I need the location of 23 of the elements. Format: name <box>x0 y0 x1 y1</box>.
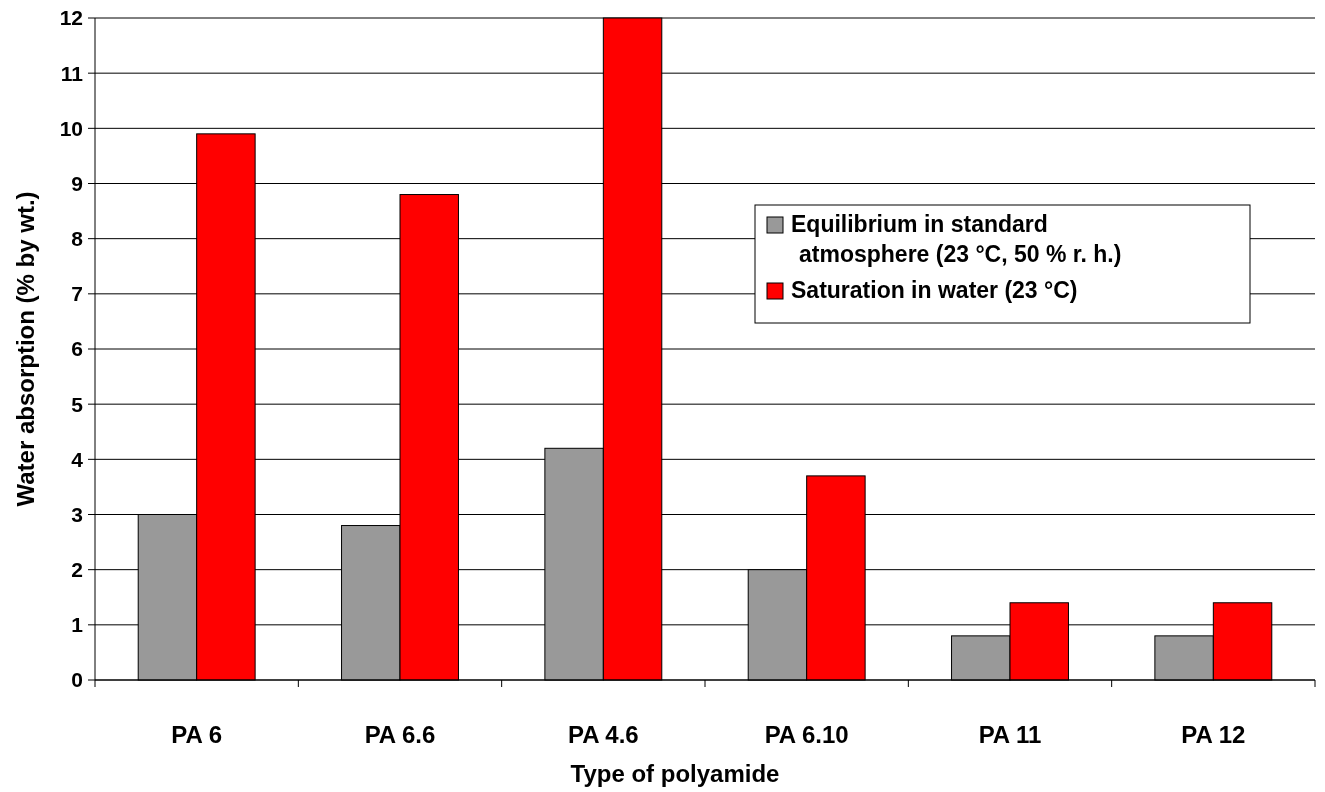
y-tick-label: 10 <box>59 116 83 140</box>
x-tick-label: PA 4.6 <box>567 721 639 748</box>
x-tick-label: PA 6.6 <box>364 721 436 748</box>
y-tick-label: 1 <box>71 613 84 637</box>
x-tick-label: PA 6 <box>171 721 223 748</box>
y-tick-label: 6 <box>71 337 83 361</box>
y-tick-label: 4 <box>71 447 84 471</box>
y-axis-title: Water absorption (% by wt.) <box>12 191 39 507</box>
y-tick-label: 5 <box>71 392 84 416</box>
x-tick-label: PA 11 <box>978 721 1042 748</box>
legend-label: Equilibrium in standard atmosphere (23 °C, 50 % r. h.) <box>791 211 1122 267</box>
x-axis-title: Type of polyamide <box>570 760 780 787</box>
y-tick-label: 8 <box>71 227 84 251</box>
y-tick-label: 12 <box>59 6 83 30</box>
y-tick-label: 0 <box>71 668 83 692</box>
y-tick-label: 9 <box>71 171 83 195</box>
y-tick-label: 3 <box>71 502 83 526</box>
y-tick-label: 11 <box>60 61 84 85</box>
x-tick-label: PA 6.10 <box>764 721 849 748</box>
x-tick-label: PA 12 <box>1181 721 1246 748</box>
y-tick-label: 7 <box>71 282 83 306</box>
legend-label: Saturation in water (23 °C) <box>791 277 1078 303</box>
y-tick-label: 2 <box>71 558 83 582</box>
